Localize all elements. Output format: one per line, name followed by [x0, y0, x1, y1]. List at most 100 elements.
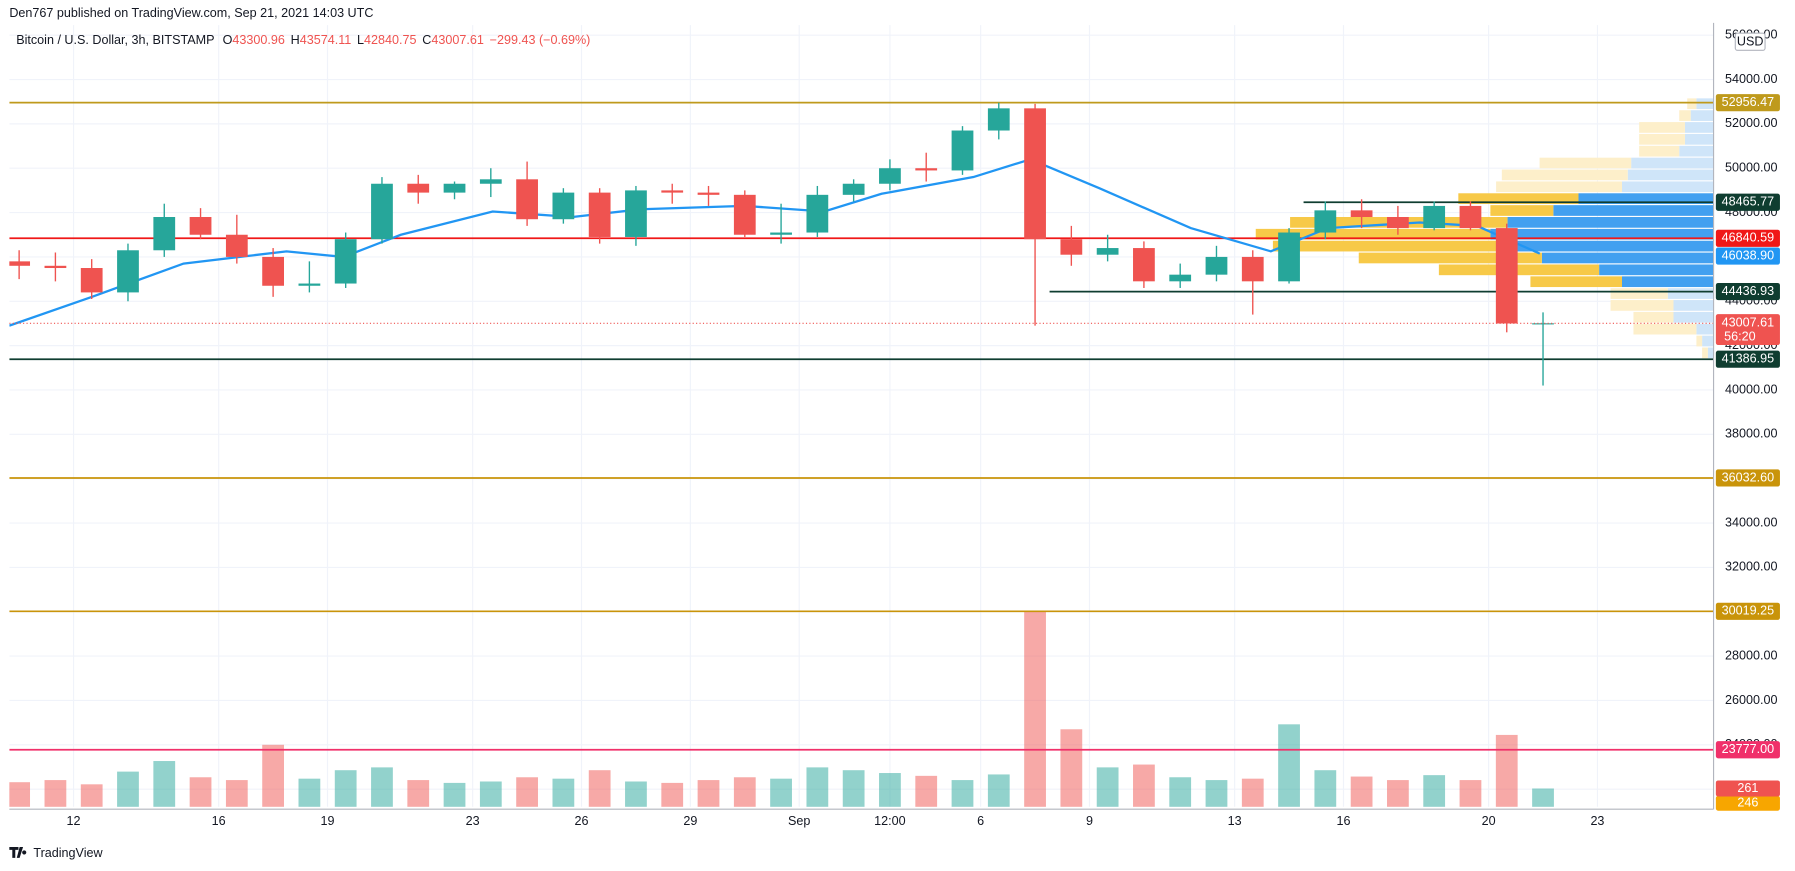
level-tag: 52956.47	[1722, 95, 1774, 109]
ohlc-value: 43574.11	[300, 34, 352, 48]
profile-down	[1255, 228, 1491, 240]
ohlc-value: 42840.75	[364, 34, 416, 48]
profile-down	[1687, 98, 1697, 110]
candle-body	[806, 194, 829, 233]
level-tag: 48465.77	[1722, 195, 1774, 209]
profile-down	[1702, 347, 1708, 359]
profile-up	[1673, 300, 1714, 311]
change: −299.43 (−0.69%)	[490, 34, 591, 48]
volume-bar	[806, 767, 829, 807]
volume-bar	[625, 781, 647, 807]
profile-up	[1541, 252, 1714, 264]
level-tag-bg	[1715, 469, 1780, 487]
volume-bar	[1278, 724, 1300, 807]
currency-box[interactable]	[1734, 32, 1766, 51]
ohlc-value: 43007.61	[431, 34, 483, 48]
y-tick-label: 26000.00	[1725, 693, 1777, 707]
profile-up	[1553, 205, 1714, 216]
volume-tag: 261	[1737, 781, 1758, 795]
level-tag-bg	[1715, 229, 1780, 247]
volume-bar	[1060, 729, 1083, 807]
candle-body	[1278, 232, 1300, 282]
volume-bar	[1350, 776, 1373, 807]
candle-body	[1060, 239, 1083, 255]
profile-down	[1633, 311, 1674, 323]
ma-tag: 46038.90	[1722, 248, 1774, 262]
last-price-tag-bg	[1715, 314, 1780, 346]
volume-bar	[1024, 611, 1046, 807]
volume-bar	[371, 767, 393, 807]
candle-body	[1495, 228, 1518, 324]
profile-down	[1610, 300, 1674, 311]
volume-bar	[80, 784, 103, 807]
level-tag: 46840.59	[1722, 231, 1774, 245]
x-tick-label: 12	[67, 814, 81, 828]
profile-down	[1272, 240, 1502, 252]
candle-body	[1387, 217, 1409, 229]
volume-ma-tag-bg	[1715, 795, 1780, 811]
x-tick-label: 26	[575, 814, 589, 828]
level-tag-bg	[1715, 94, 1780, 112]
volume-bar	[552, 778, 575, 807]
y-tick-label: 50000.00	[1725, 161, 1777, 175]
ohlc-name: L	[357, 34, 364, 48]
candle-body	[1169, 274, 1192, 282]
volume-bar	[697, 780, 720, 807]
candle-body	[1459, 205, 1482, 229]
profile-down	[1438, 264, 1600, 276]
volume-bar	[334, 770, 357, 807]
y-tick-label: 38000.00	[1725, 427, 1777, 441]
y-tick-label: 54000.00	[1725, 72, 1777, 86]
level-tag: 41386.95	[1722, 352, 1774, 366]
candle-body	[117, 250, 139, 293]
candle-body	[951, 130, 974, 171]
x-tick-label: 19	[321, 814, 335, 828]
profile-down	[1696, 335, 1703, 347]
profile-up	[1578, 193, 1714, 204]
footer: TradingView	[33, 846, 103, 860]
candle-body	[1241, 256, 1264, 282]
candle-body	[1096, 248, 1119, 255]
volume-bar	[1133, 764, 1155, 807]
ohlc-value: 43300.96	[232, 34, 284, 48]
x-tick-label: 23	[466, 814, 480, 828]
ma-tag-bg	[1715, 247, 1780, 265]
level-tag-bg	[1715, 741, 1780, 759]
volume-bar	[1495, 734, 1518, 807]
candle-body	[225, 234, 248, 257]
profile-up	[1684, 122, 1714, 133]
volume-bar	[262, 744, 284, 807]
volume-bar	[1314, 770, 1337, 807]
profile-down	[1496, 181, 1622, 193]
candle-body	[443, 183, 466, 193]
candle-body	[588, 192, 611, 237]
candle-body	[1532, 323, 1554, 325]
x-tick-label: 16	[1336, 814, 1350, 828]
profile-down	[1539, 157, 1632, 169]
volume-bar	[915, 775, 938, 807]
candle-body	[1024, 108, 1046, 240]
publisher: Den767 published on TradingView.com, Sep…	[9, 6, 373, 20]
volume-bar	[733, 777, 756, 807]
candle-body	[733, 194, 756, 235]
y-tick-label: 40000.00	[1725, 382, 1777, 396]
candle-body	[987, 108, 1010, 131]
profile-up	[1621, 276, 1714, 288]
profile-down	[1358, 252, 1542, 264]
x-tick-label: 9	[1086, 814, 1093, 828]
profile-up	[1673, 311, 1714, 323]
profile-up	[1667, 288, 1714, 299]
candle-body	[1133, 248, 1155, 282]
profile-up	[1627, 169, 1714, 181]
volume-bar	[1423, 775, 1446, 807]
y-tick-label: 28000.00	[1725, 648, 1777, 662]
profile-up	[1696, 323, 1714, 335]
volume-bar	[842, 770, 865, 807]
volume-bar	[1096, 767, 1119, 807]
volume-bar	[770, 778, 792, 807]
profile-down	[1501, 169, 1628, 181]
level-tag-bg	[1715, 602, 1780, 620]
volume-bar	[516, 777, 538, 807]
candle-body	[189, 217, 212, 235]
